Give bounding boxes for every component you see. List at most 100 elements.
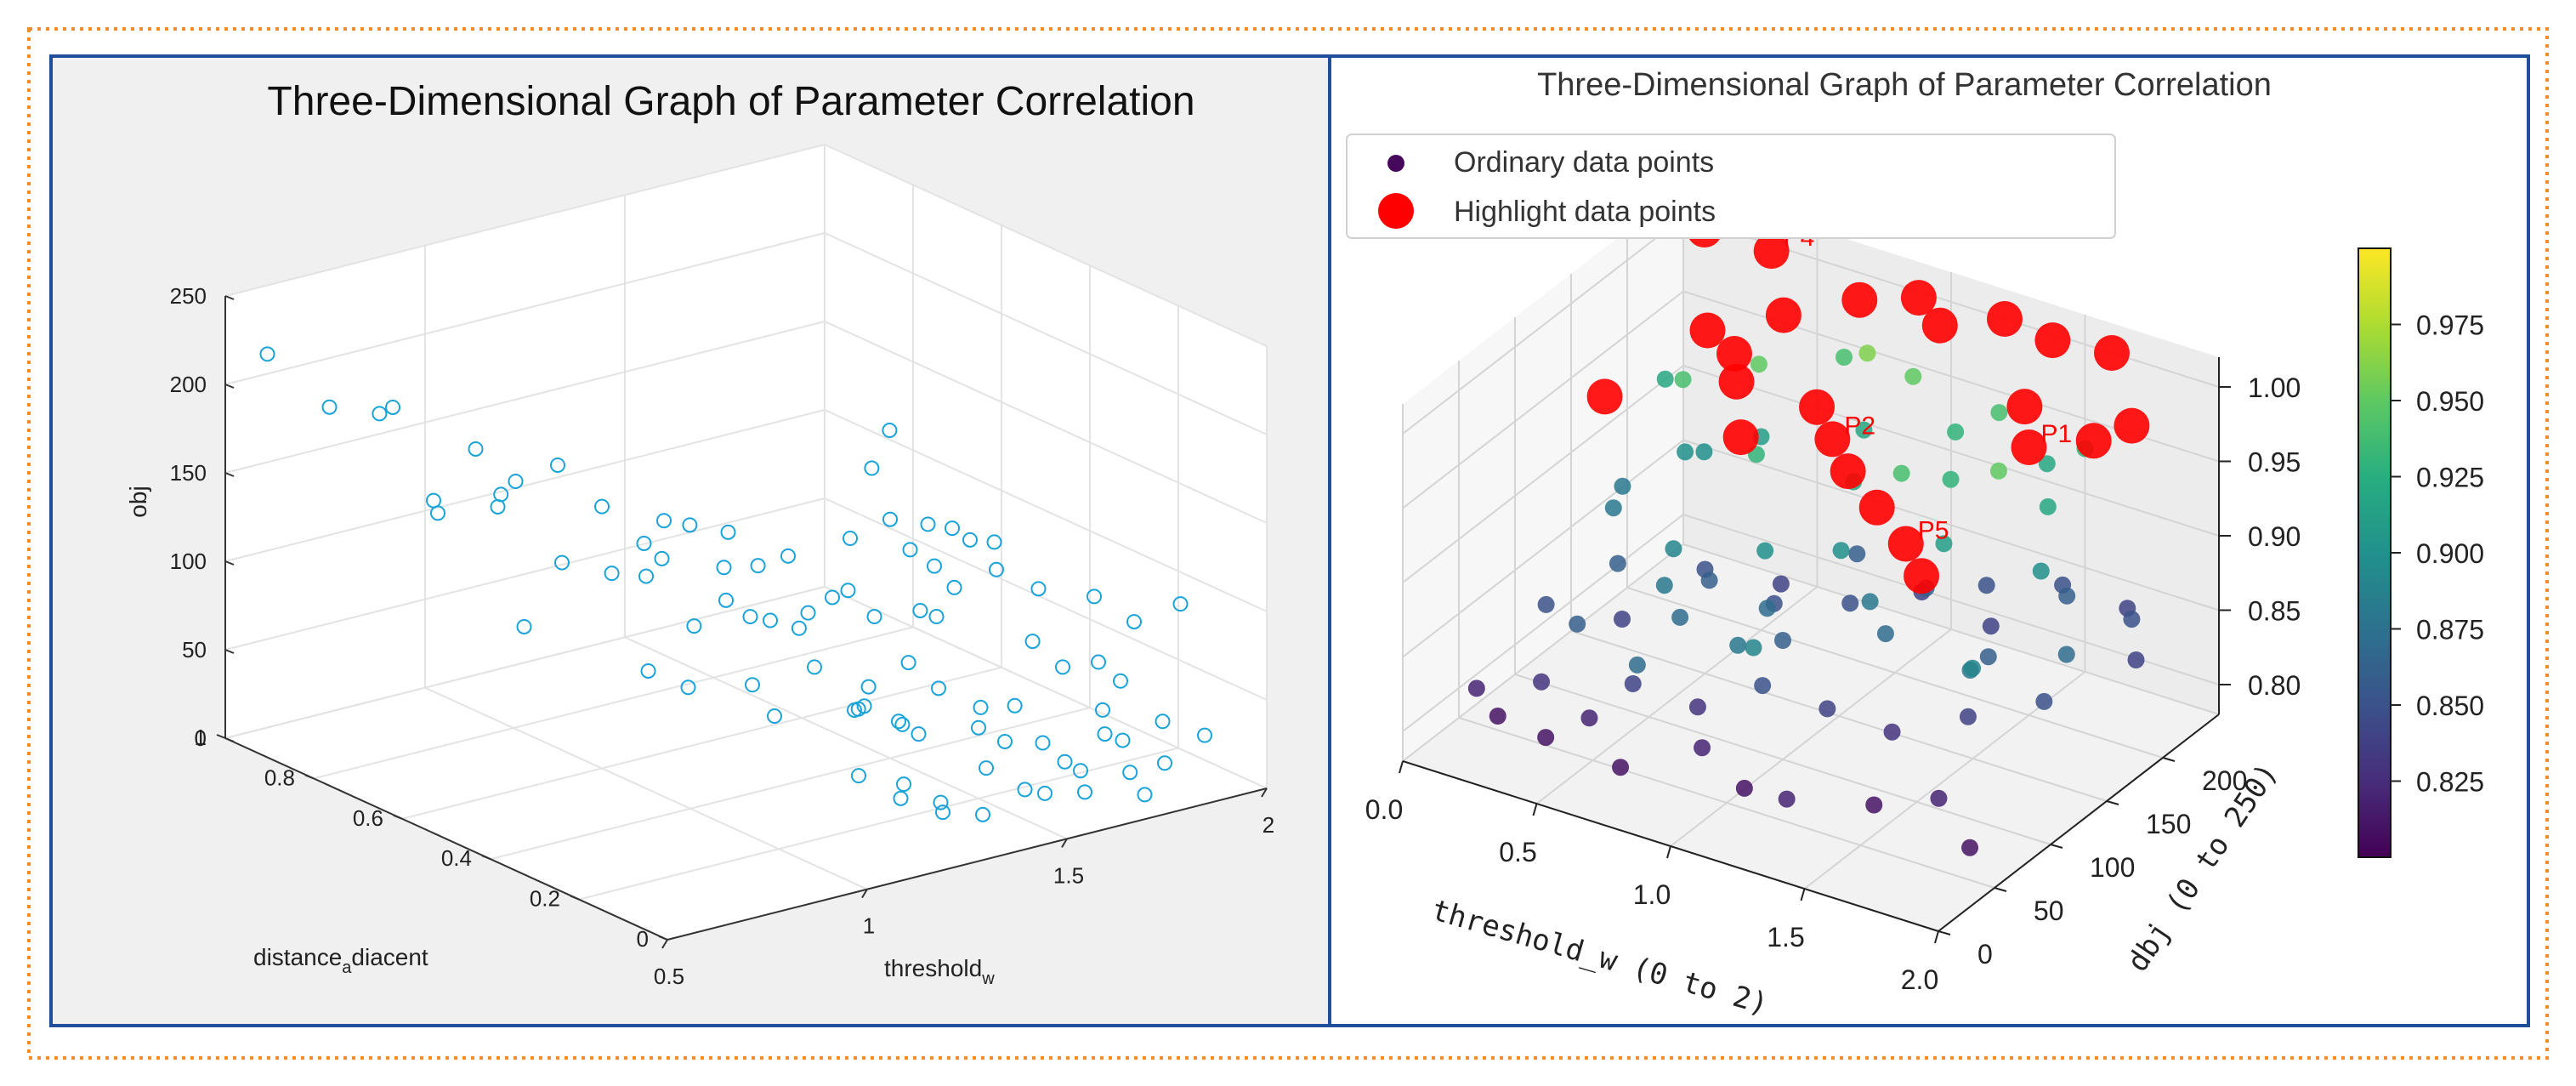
x-tick-mark [1399, 760, 1404, 774]
ordinary-point [1688, 698, 1706, 716]
data-point [920, 516, 936, 532]
ordinary-point [2058, 587, 2076, 605]
left-chart-title: Three-Dimensional Graph of Parameter Cor… [267, 79, 1194, 124]
data-point [850, 701, 866, 717]
left-y-label-main: distance [253, 944, 342, 970]
highlight-point [2075, 423, 2112, 459]
data-point [321, 399, 338, 415]
z-tick-label: 150 [170, 460, 207, 486]
y-axis-line [224, 737, 668, 941]
data-point [911, 726, 927, 742]
data-point [791, 620, 807, 636]
ordinary-point [1750, 355, 1767, 373]
legend-ordinary-marker [1387, 155, 1404, 172]
right-chart-title: Three-Dimensional Graph of Parameter Cor… [1537, 67, 2272, 103]
ordinary-point [2057, 645, 2075, 663]
ordinary-point [1947, 423, 1965, 441]
ordinary-point [1990, 404, 2008, 422]
data-point [986, 534, 1002, 550]
data-point [997, 733, 1013, 749]
ordinary-point [2039, 498, 2057, 515]
highlight-point [1900, 280, 1937, 316]
matplotlib-panel: P4P2P5P1 0.00.51.01.52.00501001502000.80… [1330, 56, 2527, 1026]
ordinary-point [1832, 542, 1850, 560]
data-point [763, 612, 778, 628]
z-tick-mark [224, 295, 235, 300]
ordinary-point [1604, 499, 1622, 517]
z-tick-label: 0.85 [2248, 596, 2301, 627]
data-point [912, 602, 928, 618]
ordinary-point [1959, 708, 1977, 725]
highlight-point-label: P5 [1918, 517, 1949, 545]
ordinary-point [1904, 367, 1922, 385]
data-point [971, 719, 986, 736]
highlight-point [1799, 389, 1836, 425]
ordinary-point [1942, 470, 1960, 488]
ordinary-point [1935, 535, 1953, 553]
data-point [745, 677, 760, 693]
ordinary-point [1655, 577, 1673, 594]
left-points [259, 346, 1212, 822]
data-point [931, 680, 946, 697]
colorbar-tick-label: 0.925 [2416, 463, 2484, 493]
data-point [720, 524, 736, 540]
data-point [1157, 755, 1172, 771]
ordinary-point [1612, 759, 1630, 776]
grid-line [578, 747, 1179, 901]
data-point [508, 474, 524, 490]
z-tick-label: 250 [170, 283, 207, 309]
ordinary-point [1580, 709, 1598, 727]
colorbar-tick-label: 0.825 [2416, 767, 2484, 798]
ordinary-point [1609, 554, 1626, 572]
ordinary-point [2038, 455, 2056, 473]
data-point [896, 776, 911, 793]
ordinary-point [1778, 790, 1796, 808]
data-point [825, 589, 840, 606]
ordinary-point [1628, 656, 1646, 674]
grid-line [1402, 439, 1684, 658]
data-point [962, 532, 978, 548]
right-axes-back [1402, 187, 2220, 932]
highlight-point [1841, 281, 1878, 318]
y-tick-label: 200 [2202, 765, 2247, 796]
highlight-point [1689, 312, 1726, 349]
data-point [945, 520, 960, 537]
highlight-point [1765, 297, 1801, 333]
data-point [1113, 673, 1128, 689]
highlight-point [1722, 419, 1759, 456]
ordinary-point [1892, 464, 1910, 482]
x-tick-label: 1 [863, 913, 875, 939]
colorbar-tick-label: 0.850 [2416, 691, 2484, 721]
grid-line [490, 707, 1091, 861]
colorbar-tick-label: 0.875 [2416, 615, 2484, 645]
data-point [946, 579, 962, 595]
data-point [807, 659, 822, 675]
right-ticks: 0.0 0.5 1.0 1.5 2.0 0 50 100 150 200 0.80 0.85 0.90 0… [1365, 372, 2301, 995]
x-axis-line [667, 787, 1268, 941]
ordinary-point [1537, 729, 1555, 747]
ordinary-point [1735, 779, 1753, 797]
y-tick-mark [481, 855, 491, 861]
data-point [636, 535, 652, 551]
grid-line [1570, 630, 2108, 802]
z-tick-label: 0 [195, 725, 207, 751]
left-x-label-sub: w [981, 969, 995, 988]
legend-ordinary-label: Ordinary data points [1454, 146, 1714, 179]
grid-line [224, 409, 826, 562]
data-point [1126, 614, 1142, 630]
data-point [259, 346, 275, 362]
y-tick-label: 0.6 [353, 805, 383, 831]
ordinary-point [1489, 708, 1506, 725]
data-point [928, 609, 945, 625]
data-point [900, 655, 916, 671]
x-tick-label: 1.0 [1633, 879, 1671, 910]
data-point [780, 548, 796, 564]
y-tick-label: 0.4 [441, 845, 472, 871]
ordinary-point [1677, 443, 1694, 461]
highlight-point-label: P1 [2041, 420, 2073, 448]
data-point [1091, 654, 1106, 670]
data-point [843, 531, 858, 546]
ordinary-point [1989, 462, 2007, 480]
left-x-label-main: threshold [884, 955, 982, 981]
